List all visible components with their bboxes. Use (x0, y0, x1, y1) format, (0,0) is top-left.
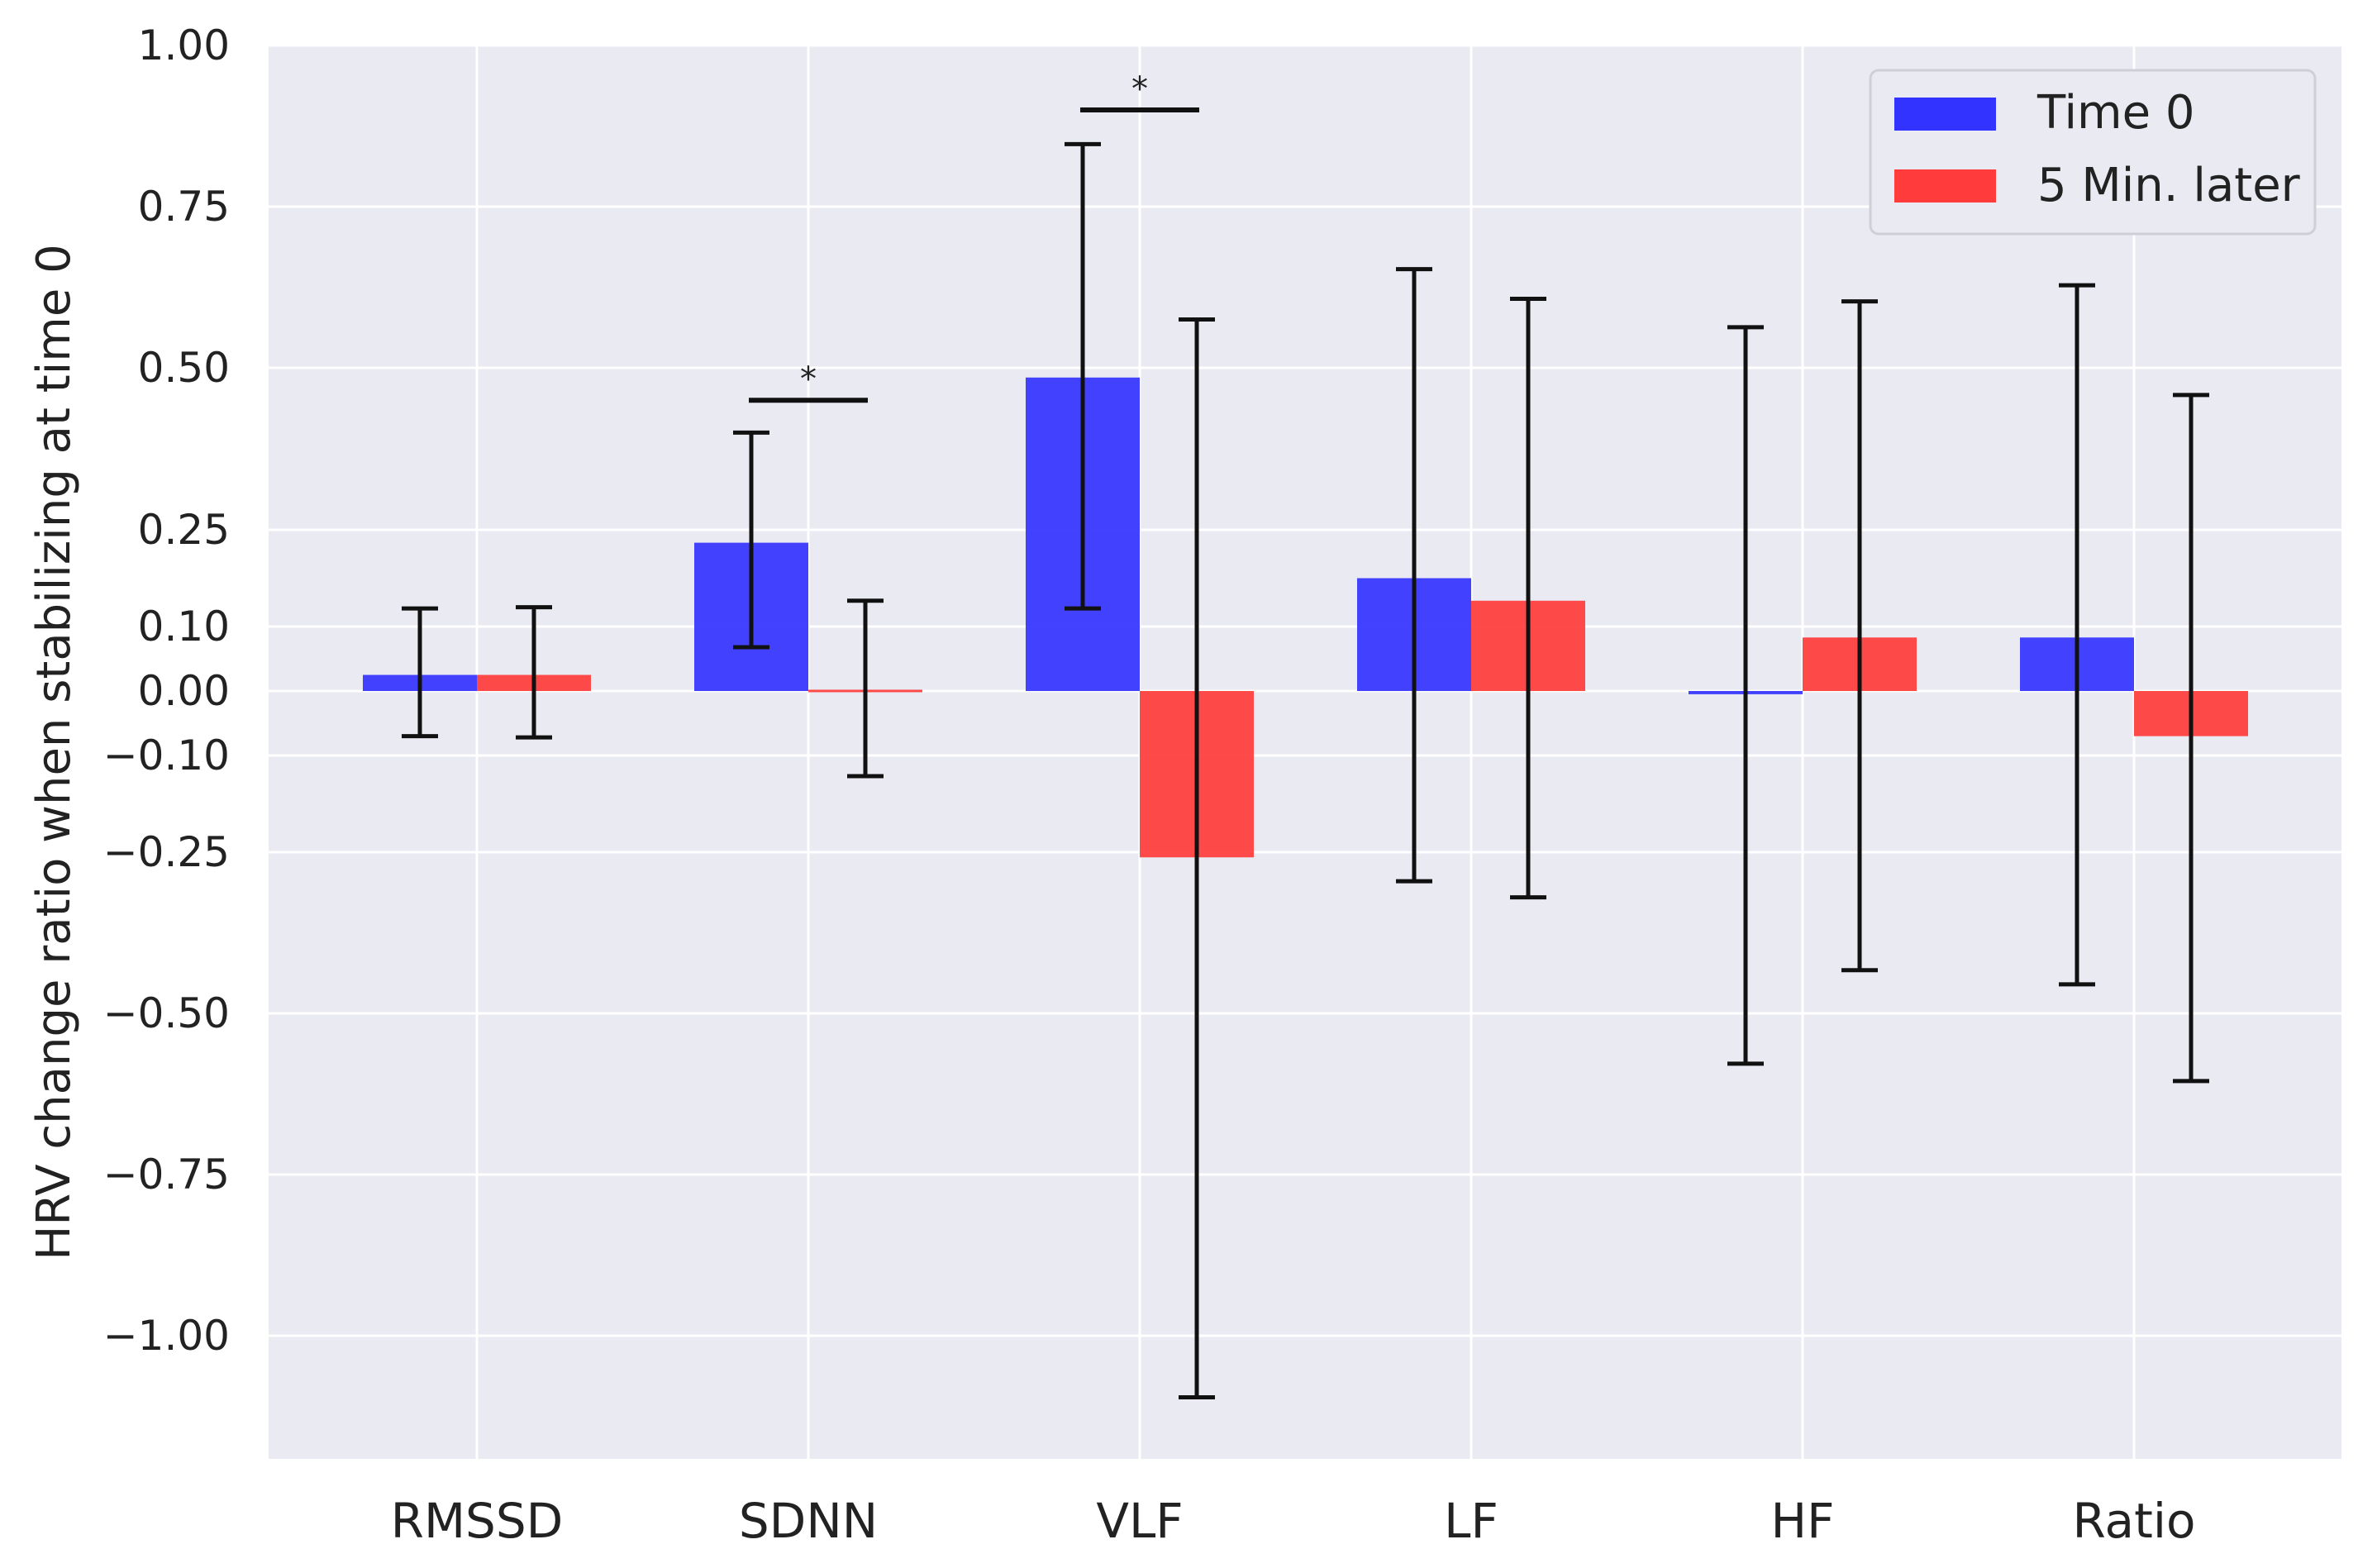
y-tick-label: −0.25 (103, 828, 230, 876)
plot-background (269, 45, 2341, 1459)
y-tick-label: −0.75 (103, 1151, 230, 1199)
x-tick-label: HF (1771, 1493, 1835, 1549)
significance-group: ** (749, 70, 1199, 403)
y-tick-label: −0.10 (103, 732, 230, 779)
legend: Time 0 5 Min. later (1869, 69, 2317, 236)
x-tick-label: Ratio (2073, 1493, 2196, 1549)
y-tick-labels: 1.00 0.75 0.50 0.25 0.10 0.00 −0.10 −0.25 −0.50 −… (103, 21, 230, 1360)
y-tick-label: 0.50 (138, 344, 230, 392)
x-tick-label: VLF (1096, 1493, 1183, 1549)
horizontal-gridlines (269, 44, 2341, 1337)
y-tick-label: 1.00 (138, 21, 230, 69)
legend-label-time-0: Time 0 (2036, 86, 2194, 140)
y-tick-label: 0.75 (138, 183, 230, 231)
significance-star: * (1131, 70, 1148, 108)
y-tick-label: −0.50 (103, 989, 230, 1037)
x-tick-label: RMSSD (391, 1493, 564, 1549)
legend-label-5-min-later: 5 Min. later (2037, 159, 2301, 212)
y-tick-label: −1.00 (103, 1312, 230, 1360)
y-tick-label: 0.25 (138, 506, 230, 554)
x-tick-label: LF (1444, 1493, 1498, 1549)
y-tick-label: 0.10 (138, 603, 230, 651)
x-tick-label: SDNN (739, 1493, 878, 1549)
y-tick-label: 0.00 (138, 667, 230, 715)
y-axis-title: HRV change ratio when stabilizing at tim… (27, 244, 81, 1260)
x-tick-labels: RMSSD SDNN VLF LF HF Ratio (391, 1493, 2196, 1549)
legend-swatch-5-min-later (1894, 169, 1996, 203)
errorbars-group (402, 141, 2209, 1399)
significance-star: * (800, 360, 817, 398)
legend-swatch-time-0 (1894, 98, 1996, 131)
